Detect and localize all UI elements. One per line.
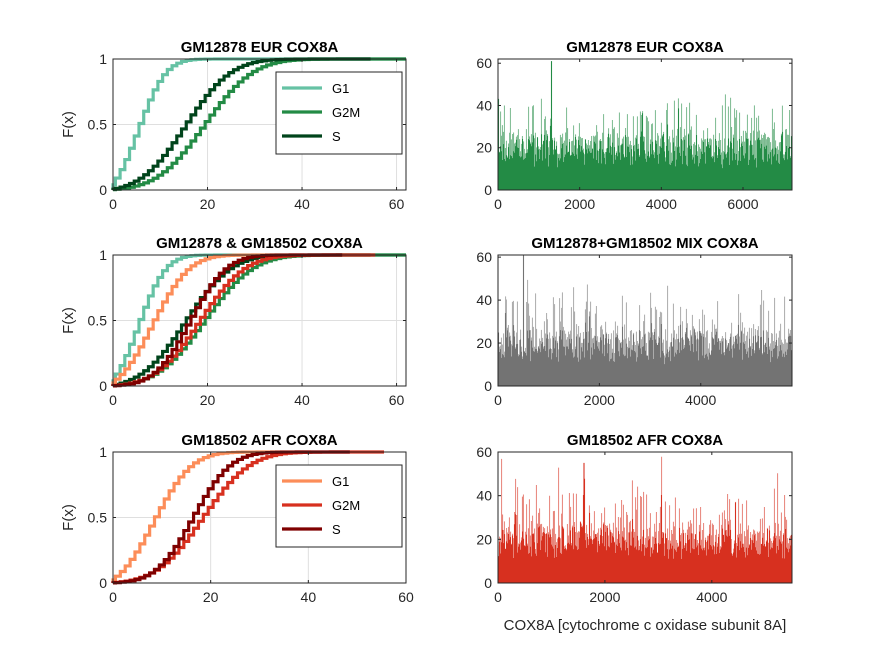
hist-mix-y-tick-label: 0 — [484, 378, 492, 394]
hist-mix-axes-box — [497, 254, 793, 387]
cdf-eur-x-tick-label: 20 — [200, 196, 216, 212]
cdf-afr-y-tick-label: 1 — [99, 444, 107, 460]
cdf-eur-x-tick-label: 0 — [109, 196, 117, 212]
hist-mix-x-tick-label: 0 — [494, 392, 502, 408]
cdf-afr-title: GM18502 AFR COX8A — [181, 432, 337, 449]
cdf-afr-x-tick-label: 40 — [301, 589, 317, 605]
cdf-mix-frame: 0 20 40 60 0 0.5 1 GM12878 & GM18502 COX8A F(x) — [60, 235, 407, 408]
hist-eur-y-tick-label: 40 — [476, 97, 492, 113]
cdf-mix-x-tick-label: 60 — [389, 392, 405, 408]
cdf-mix-y-axis-label: F(x) — [60, 307, 77, 334]
hist-mix-title: GM12878+GM18502 MIX COX8A — [531, 235, 758, 252]
cdf-mix-x-tick-label: 40 — [294, 392, 310, 408]
cdf-eur-x-tick-label: 40 — [294, 196, 310, 212]
cdf-mix-y-tick-label: 0 — [99, 378, 107, 394]
hist-mix-y-tick-label: 40 — [476, 292, 492, 308]
hist-afr-y-tick-label: 40 — [476, 488, 492, 504]
cdf-afr-legend-box — [275, 464, 403, 548]
hist-eur-y-tick-label: 0 — [484, 182, 492, 198]
hist-afr-frame: 0 2000 4000 0 20 40 60 GM18502 AFR COX8A — [476, 432, 793, 605]
hist-afr-y-tick-label: 0 — [484, 575, 492, 591]
cdf-afr-y-tick-label: 0.5 — [88, 510, 108, 526]
cdf-mix-title: GM12878 & GM18502 COX8A — [156, 235, 363, 252]
hist-afr-y-tick-label: 20 — [476, 531, 492, 547]
hist-mix-x-tick-label: 2000 — [584, 392, 615, 408]
cdf-mix-x-tick-label: 20 — [200, 392, 216, 408]
hist-eur-axes-box — [497, 58, 793, 191]
hist-eur-y-tick-label: 60 — [476, 55, 492, 71]
cdf-eur-title: GM12878 EUR COX8A — [181, 39, 339, 56]
cdf-afr-x-tick-label: 60 — [398, 589, 414, 605]
cdf-mix-y-tick-label: 1 — [99, 247, 107, 263]
cdf-afr-y-axis-label: F(x) — [60, 504, 77, 531]
cdf-eur-y-tick-label: 0 — [99, 182, 107, 198]
hist-eur-x-tick-label: 4000 — [646, 196, 677, 212]
cdf-eur-legend-entry: G2M — [332, 105, 360, 120]
cdf-mix-y-tick-label: 0.5 — [88, 313, 108, 329]
cdf-eur-y-tick-label: 1 — [99, 51, 107, 67]
hist-mix-y-tick-label: 60 — [476, 249, 492, 265]
hist-mix-y-tick-label: 20 — [476, 335, 492, 351]
cdf-afr-legend-entry: S — [332, 522, 341, 537]
hist-eur-x-tick-label: 2000 — [564, 196, 595, 212]
cdf-eur-y-axis-label: F(x) — [60, 111, 77, 138]
x-axis-label: COX8A [cytochrome c oxidase subunit 8A] — [504, 617, 787, 634]
cdf-afr-legend-entry: G2M — [332, 498, 360, 513]
cdf-afr-legend-entry: G1 — [332, 474, 349, 489]
hist-afr-x-tick-label: 2000 — [589, 589, 620, 605]
cdf-afr-frame: 0 20 40 60 0 0.5 1 GM18502 AFR COX8A F(x) — [60, 432, 414, 605]
hist-eur-x-tick-label: 0 — [494, 196, 502, 212]
cdf-eur-frame: 0 20 40 60 0 0.5 1 GM12878 EUR COX8A F(x) — [60, 39, 407, 212]
hist-mix-x-tick-label: 4000 — [685, 392, 716, 408]
cdf-afr-x-tick-label: 20 — [203, 589, 219, 605]
hist-mix-bars — [497, 255, 793, 386]
cdf-eur-legend-entry: G1 — [332, 81, 349, 96]
cdf-eur-legend: G1 G2M S — [275, 71, 403, 155]
hist-afr-axes-box — [497, 451, 793, 584]
hist-eur-y-tick-label: 20 — [476, 140, 492, 156]
cdf-eur-x-tick-label: 60 — [389, 196, 405, 212]
cdf-afr-y-tick-label: 0 — [99, 575, 107, 591]
cdf-eur-y-tick-label: 0.5 — [88, 117, 108, 133]
hist-eur-bars — [497, 61, 793, 190]
cdf-afr-legend: G1 G2M S — [275, 464, 403, 548]
hist-afr-x-tick-label: 4000 — [696, 589, 727, 605]
cdf-afr-x-tick-label: 0 — [109, 589, 117, 605]
hist-eur-title: GM12878 EUR COX8A — [566, 39, 724, 56]
hist-mix-frame: 0 2000 4000 0 20 40 60 GM12878+GM18502 MIX COX8… — [476, 235, 793, 408]
hist-eur-frame: 0 2000 4000 6000 0 20 40 60 GM12878 EUR COX8A — [476, 39, 793, 212]
hist-afr-x-tick-label: 0 — [494, 589, 502, 605]
hist-afr-title: GM18502 AFR COX8A — [567, 432, 723, 449]
cdf-eur-legend-entry: S — [332, 129, 341, 144]
hist-afr-y-tick-label: 60 — [476, 444, 492, 460]
cdf-mix-x-tick-label: 0 — [109, 392, 117, 408]
hist-eur-x-tick-label: 6000 — [727, 196, 758, 212]
